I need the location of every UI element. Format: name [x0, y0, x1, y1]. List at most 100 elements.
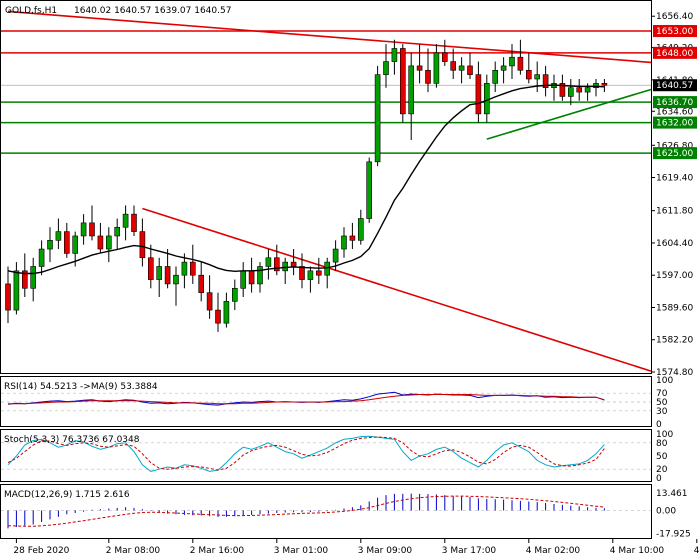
candle-body: [534, 74, 541, 80]
trendline: [7, 10, 652, 64]
time-tick-label: 4 Mar 10:00: [610, 546, 665, 556]
candle-body: [114, 226, 120, 237]
candle-body: [273, 257, 280, 272]
candle-body: [5, 283, 11, 311]
level-label-box: [653, 46, 697, 59]
level-label-box: [653, 96, 697, 109]
indicator-tick-label: 50: [656, 398, 668, 408]
candle-body: [324, 261, 331, 276]
candle-body: [315, 270, 322, 276]
candle-body: [567, 87, 574, 97]
candle-body: [593, 83, 599, 89]
candle-body: [416, 65, 423, 71]
candle-body: [601, 83, 608, 86]
candle-body: [232, 287, 238, 302]
level-label-box: [653, 25, 697, 38]
indicator-tick-label: 0: [656, 474, 662, 484]
candle-body: [517, 56, 524, 71]
ohlc-label: 1640.02 1640.57 1639.07 1640.57: [74, 6, 231, 16]
indicator-tick-label: 100: [656, 430, 673, 440]
candle-body: [450, 61, 457, 71]
candle-body: [349, 235, 356, 241]
candle-body: [215, 309, 221, 324]
candle-body: [148, 257, 154, 280]
candle-body: [223, 301, 230, 324]
candle-body: [47, 240, 53, 250]
current-price-label: 1640.57: [656, 81, 693, 91]
stoch-signal-line: [7, 436, 605, 471]
candle-body: [265, 257, 272, 267]
candle-body: [332, 248, 339, 263]
candle-body: [458, 65, 465, 71]
candle-body: [357, 218, 364, 241]
level-label: 1648.00: [656, 49, 693, 59]
price-tick-label: 1582.20: [656, 336, 693, 346]
candle-body: [383, 61, 389, 75]
candle-body: [190, 261, 196, 276]
price-tick-label: 1656.40: [656, 12, 693, 22]
candle-body: [21, 270, 28, 289]
current-price-box: [653, 79, 697, 92]
trendline: [142, 207, 652, 372]
candle-body: [509, 56, 515, 67]
candle-body: [441, 52, 448, 62]
candle-body: [542, 74, 549, 89]
candles: [5, 39, 608, 332]
candle-body: [366, 161, 373, 219]
candle-body: [38, 248, 45, 267]
candle-body: [240, 270, 246, 289]
candle-body: [206, 292, 213, 311]
rsi-line: [7, 391, 605, 406]
trendline: [486, 88, 652, 140]
price-axis: 1656.401649.201641.801634.601626.801619.…: [651, 12, 693, 378]
main-panel-frame: [0, 0, 652, 374]
candle-body: [500, 65, 507, 71]
candle-body: [64, 231, 70, 254]
indicator-tick-label: 70: [656, 389, 668, 399]
candle-body: [525, 69, 532, 80]
candle-body: [122, 213, 129, 228]
indicator-tick-label: 80: [656, 439, 668, 449]
candle-body: [89, 222, 95, 237]
candle-body: [467, 65, 473, 75]
time-tick-label: 3 Mar 01:00: [274, 546, 329, 556]
rsi-panel-frame: [0, 376, 652, 427]
price-tick-label: 1619.40: [656, 174, 693, 184]
level-label: 1632.00: [656, 119, 693, 129]
candle-body: [257, 266, 263, 285]
candle-body: [156, 266, 162, 280]
indicator-tick-label: 0.00: [656, 506, 676, 516]
candle-body: [374, 74, 381, 163]
candle-body: [72, 235, 78, 254]
candle-body: [425, 69, 431, 84]
level-label-box: [653, 147, 697, 160]
level-label: 1653.00: [656, 27, 693, 37]
candle-body: [13, 270, 20, 311]
candle-body: [391, 48, 398, 62]
time-tick-label: 3 Mar 09:00: [358, 546, 413, 556]
level-label: 1636.70: [656, 98, 693, 108]
symbol-label: GOLD,fs,H1: [5, 6, 57, 16]
candle-body: [475, 74, 482, 115]
time-axis: 28 Feb 2020 2 Mar 08:00 2 Mar 16:00 3 Mar 0…: [13, 539, 700, 556]
time-tick-label: 4 Mar 18:00: [694, 546, 700, 556]
candle-body: [483, 83, 490, 115]
stoch-panel-frame: [0, 429, 652, 482]
candle-body: [433, 52, 440, 84]
indicator-tick-label: 50: [656, 452, 668, 462]
candle-body: [341, 235, 347, 250]
macd-label: MACD(12,26,9) 1.715 2.616: [4, 490, 130, 500]
candle-body: [139, 231, 146, 259]
candle-body: [30, 266, 37, 289]
candle-body: [173, 274, 179, 285]
trendlines: [7, 10, 652, 372]
price-tick-label: 1597.00: [656, 271, 693, 281]
candle-body: [492, 69, 499, 84]
level-label: 1625.00: [656, 149, 693, 159]
time-tick-label: 4 Mar 02:00: [526, 546, 581, 556]
candle-body: [576, 87, 583, 93]
candle-body: [299, 266, 305, 280]
time-tick-label: 3 Mar 17:00: [442, 546, 497, 556]
indicator-tick-label: 13.461: [656, 489, 688, 499]
